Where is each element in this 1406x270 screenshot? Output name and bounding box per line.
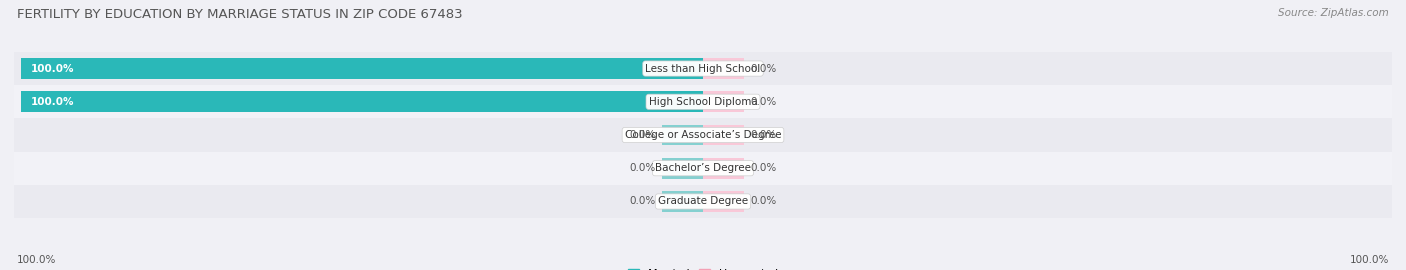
Legend: Married, Unmarried: Married, Unmarried bbox=[626, 266, 780, 270]
Bar bbox=[14, 85, 1392, 118]
Text: Less than High School: Less than High School bbox=[645, 63, 761, 73]
Text: College or Associate’s Degree: College or Associate’s Degree bbox=[624, 130, 782, 140]
Text: High School Diploma: High School Diploma bbox=[648, 97, 758, 107]
Text: 0.0%: 0.0% bbox=[751, 130, 778, 140]
Text: 0.0%: 0.0% bbox=[751, 63, 778, 73]
Text: Graduate Degree: Graduate Degree bbox=[658, 197, 748, 207]
Text: 0.0%: 0.0% bbox=[751, 97, 778, 107]
Text: 0.0%: 0.0% bbox=[751, 197, 778, 207]
Bar bbox=[703, 158, 744, 178]
Text: FERTILITY BY EDUCATION BY MARRIAGE STATUS IN ZIP CODE 67483: FERTILITY BY EDUCATION BY MARRIAGE STATU… bbox=[17, 8, 463, 21]
Bar bbox=[662, 125, 703, 145]
Bar bbox=[21, 92, 703, 112]
Text: 0.0%: 0.0% bbox=[628, 130, 655, 140]
Bar bbox=[662, 191, 703, 212]
Text: 100.0%: 100.0% bbox=[17, 255, 56, 265]
Text: 0.0%: 0.0% bbox=[751, 163, 778, 173]
Text: 100.0%: 100.0% bbox=[1350, 255, 1389, 265]
Bar bbox=[703, 191, 744, 212]
Bar bbox=[703, 92, 744, 112]
Bar bbox=[14, 152, 1392, 185]
Bar bbox=[21, 58, 703, 79]
Text: 100.0%: 100.0% bbox=[31, 63, 75, 73]
Text: Source: ZipAtlas.com: Source: ZipAtlas.com bbox=[1278, 8, 1389, 18]
Bar bbox=[14, 52, 1392, 85]
Bar bbox=[14, 118, 1392, 152]
Text: 100.0%: 100.0% bbox=[31, 97, 75, 107]
Text: 0.0%: 0.0% bbox=[628, 197, 655, 207]
Bar bbox=[662, 158, 703, 178]
Text: Bachelor’s Degree: Bachelor’s Degree bbox=[655, 163, 751, 173]
Text: 0.0%: 0.0% bbox=[628, 163, 655, 173]
Bar bbox=[14, 185, 1392, 218]
Bar bbox=[703, 58, 744, 79]
Bar bbox=[703, 125, 744, 145]
